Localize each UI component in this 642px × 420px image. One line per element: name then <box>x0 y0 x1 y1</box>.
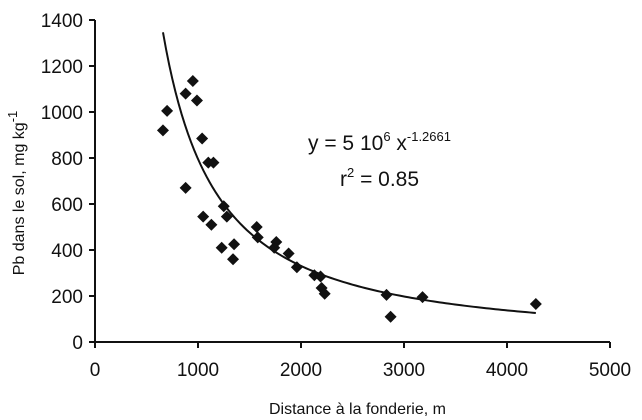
data-point <box>529 298 542 311</box>
data-point <box>179 181 192 194</box>
x-tick-label: 3000 <box>383 360 425 381</box>
x-tick-label: 5000 <box>589 360 631 381</box>
r-squared-exp: 2 <box>347 165 354 180</box>
data-point <box>186 74 199 87</box>
y-tick-label: 400 <box>51 241 83 262</box>
fit-equation: y = 5 106 x-1.2661 <box>308 129 451 155</box>
data-point <box>314 270 327 283</box>
data-point <box>227 253 240 266</box>
fit-equation-prefix: y = 5 10 <box>308 132 383 155</box>
r-squared-value: = 0.85 <box>354 168 419 191</box>
data-point <box>380 288 393 301</box>
data-point <box>282 247 295 260</box>
data-point <box>156 124 169 137</box>
data-point <box>250 221 263 233</box>
fit-equation-mid: x <box>391 132 408 155</box>
axes <box>94 20 610 343</box>
y-tick-label: 1000 <box>41 103 83 124</box>
data-point <box>196 132 209 145</box>
y-axis-title-main: Pb dans le sol, mg kg <box>11 122 28 275</box>
y-axis-title-superscript: -1 <box>5 111 20 123</box>
data-points <box>156 74 542 323</box>
data-point <box>190 94 203 107</box>
y-axis-title: Pb dans le sol, mg kg-1 <box>5 111 28 276</box>
data-point <box>384 310 397 323</box>
x-tick-label: 4000 <box>486 360 528 381</box>
data-point <box>228 238 241 251</box>
y-tick-label: 0 <box>72 333 83 354</box>
data-point <box>217 200 230 213</box>
x-tick-label: 2000 <box>280 360 322 381</box>
data-point <box>270 235 283 248</box>
y-tick-label: 200 <box>51 287 83 308</box>
data-point <box>416 291 429 304</box>
data-point <box>161 104 174 117</box>
fit-equation-exp2: -1.2661 <box>407 129 451 144</box>
data-point <box>179 87 192 100</box>
data-point <box>215 241 228 254</box>
x-tick-label: 1000 <box>177 360 219 381</box>
y-tick-label: 800 <box>51 149 83 170</box>
data-point <box>205 218 218 231</box>
fit-equation-exp1: 6 <box>383 129 390 144</box>
r-squared-base: r <box>340 168 347 191</box>
y-tick-label: 1400 <box>41 11 83 32</box>
data-point <box>290 261 303 274</box>
x-tick-label: 0 <box>90 360 101 381</box>
data-point <box>207 156 220 169</box>
ticks: 0 200 400 600 800 1000 1200 1400 0 1000 2000 3000 40… <box>41 11 631 381</box>
data-point <box>251 231 264 244</box>
x-axis-title: Distance à la fonderie, m <box>269 401 446 418</box>
y-tick-label: 1200 <box>41 57 83 78</box>
data-point <box>197 210 210 223</box>
data-point <box>220 210 233 223</box>
r-squared-label: r2 = 0.85 <box>340 165 419 191</box>
y-tick-label: 600 <box>51 195 83 216</box>
data-point <box>318 287 331 300</box>
